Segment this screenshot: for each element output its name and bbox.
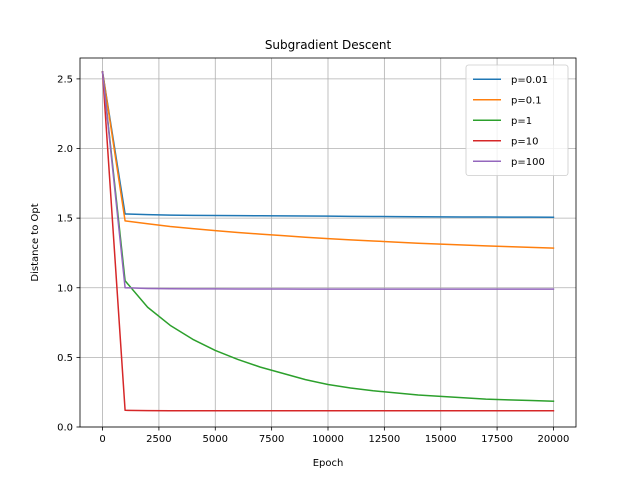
x-axis-label: Epoch — [313, 458, 344, 469]
x-tick-label: 0 — [99, 434, 105, 445]
legend-label: p=100 — [511, 157, 545, 168]
series-line-p-0-01 — [101, 71, 555, 219]
x-tick-label: 15000 — [425, 434, 457, 445]
legend-label: p=0.01 — [511, 75, 548, 86]
legend: p=0.01 p=0.1 p=1 p=10 p=100 — [465, 64, 569, 176]
series-line-p-100 — [101, 71, 555, 290]
x-tick-label: 7500 — [259, 434, 284, 445]
series-layer — [101, 71, 555, 412]
series-line-p-1 — [101, 71, 555, 403]
x-tick-label: 17500 — [481, 434, 513, 445]
y-tick-label: 0.0 — [57, 423, 73, 434]
legend-label: p=10 — [511, 136, 538, 147]
legend-box — [465, 64, 569, 176]
series-line-p-10 — [101, 71, 555, 412]
series-line-p-0-1 — [101, 71, 555, 249]
axis-ticks: 0 2500 5000 7500 10000 12500 15000 17500 20000 0.… — [57, 74, 569, 445]
y-tick-label: 2.5 — [57, 74, 73, 85]
y-tick-label: 2.0 — [57, 144, 73, 155]
x-tick-label: 5000 — [203, 434, 228, 445]
x-tick-label: 12500 — [368, 434, 400, 445]
x-tick-label: 10000 — [312, 434, 344, 445]
x-tick-label: 2500 — [146, 434, 171, 445]
y-axis-label: Distance to Opt — [30, 203, 41, 281]
legend-label: p=0.1 — [511, 95, 542, 106]
legend-label: p=1 — [511, 116, 532, 127]
y-tick-label: 1.5 — [57, 214, 73, 225]
chart-title: Subgradient Descent — [265, 38, 392, 52]
y-tick-label: 0.5 — [57, 353, 73, 364]
x-tick-label: 20000 — [538, 434, 570, 445]
y-tick-label: 1.0 — [57, 283, 73, 294]
